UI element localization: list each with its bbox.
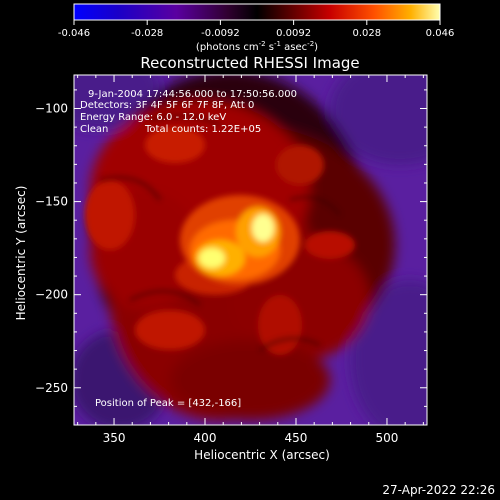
x-tick-label: 500 bbox=[376, 431, 399, 445]
info-energy-range: Energy Range: 6.0 - 12.0 keV bbox=[80, 112, 227, 123]
colorbar-unit-label: (photons cm-2 s-1 asec-2) bbox=[196, 40, 318, 53]
y-tick-label: −250 bbox=[35, 381, 68, 395]
x-tick-label: 400 bbox=[194, 431, 217, 445]
y-tick-label: −100 bbox=[35, 102, 68, 116]
colorbar: -0.046 -0.028 -0.0092 0.0092 0.028 0.046 (pho… bbox=[58, 3, 454, 53]
heatmap-image bbox=[74, 75, 427, 425]
info-time-range: 9-Jan-2004 17:44:56.000 to 17:50:56.000 bbox=[88, 89, 297, 100]
y-axis-ticks: −100 −150 −200 −250 bbox=[35, 89, 427, 426]
timestamp: 27-Apr-2022 22:26 bbox=[382, 483, 495, 497]
colorbar-gradient bbox=[73, 3, 441, 21]
info-total-counts: Total counts: 1.22E+05 bbox=[145, 124, 262, 135]
x-axis-ticks: 350 400 450 500 bbox=[77, 75, 424, 445]
info-detectors: Detectors: 3F 4F 5F 6F 7F 8F, Att 0 bbox=[80, 100, 255, 111]
y-tick-label: −200 bbox=[35, 288, 68, 302]
colorbar-tick-label: 0.0092 bbox=[276, 28, 311, 39]
colorbar-tick-label: 0.046 bbox=[426, 28, 455, 39]
plot-frame bbox=[73, 74, 428, 426]
info-algorithm: Clean bbox=[80, 124, 109, 135]
colorbar-ticks: -0.046 -0.028 -0.0092 0.0092 0.028 0.046 bbox=[58, 20, 454, 39]
x-axis-label: Heliocentric X (arcsec) bbox=[194, 448, 330, 462]
colorbar-tick-label: -0.028 bbox=[131, 28, 163, 39]
y-tick-label: −150 bbox=[35, 195, 68, 209]
colorbar-tick-label: 0.028 bbox=[352, 28, 381, 39]
colorbar-tick-label: -0.046 bbox=[58, 28, 90, 39]
y-axis-label: Heliocentric Y (arcsec) bbox=[14, 186, 28, 321]
x-tick-label: 350 bbox=[103, 431, 126, 445]
colorbar-tick-label: -0.0092 bbox=[201, 28, 240, 39]
peak-position-label: Position of Peak = [432,-166] bbox=[95, 398, 242, 409]
chart-title: Reconstructed RHESSI Image bbox=[140, 54, 359, 72]
x-tick-label: 450 bbox=[285, 431, 308, 445]
